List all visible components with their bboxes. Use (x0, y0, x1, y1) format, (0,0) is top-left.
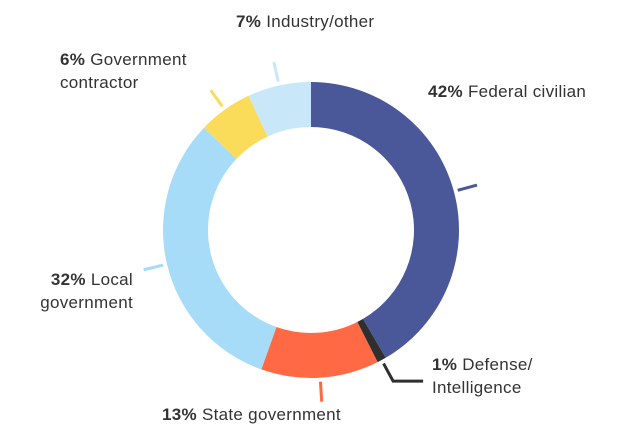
segment-label: 13% State government (162, 403, 422, 426)
leader-line (382, 362, 424, 383)
value-label: 7% (236, 12, 262, 31)
donut-segment (203, 95, 268, 159)
donut-segment (261, 321, 378, 379)
segment-label: 1% Defense/ Intelligence (432, 353, 572, 399)
donut-segment (311, 82, 459, 358)
value-label: 13% (162, 405, 197, 424)
value-label: 1% (432, 355, 458, 374)
category-label: Local government (40, 270, 133, 312)
segment-label: 6% Government contractor (60, 48, 240, 94)
leader-line (457, 183, 478, 192)
leader-line (209, 89, 224, 108)
leader-line (318, 381, 324, 402)
segment-label: 42% Federal civilian (428, 80, 635, 103)
donut-segment (357, 318, 386, 363)
value-label: 42% (428, 82, 463, 101)
leader-line (143, 263, 164, 272)
category-label: Industry/other (266, 12, 375, 31)
donut-segment (163, 127, 277, 370)
category-label: Defense/ Intelligence (432, 355, 533, 397)
value-label: 32% (50, 270, 86, 289)
value-label: 6% (60, 50, 86, 69)
segment-label: 32% Local government (3, 268, 133, 314)
category-label: Federal civilian (467, 82, 587, 101)
leader-line (272, 61, 280, 82)
segment-label: 7% Industry/other (236, 10, 436, 33)
donut-segment (248, 82, 311, 137)
category-label: State government (201, 405, 341, 424)
category-label: Government contractor (60, 50, 187, 92)
